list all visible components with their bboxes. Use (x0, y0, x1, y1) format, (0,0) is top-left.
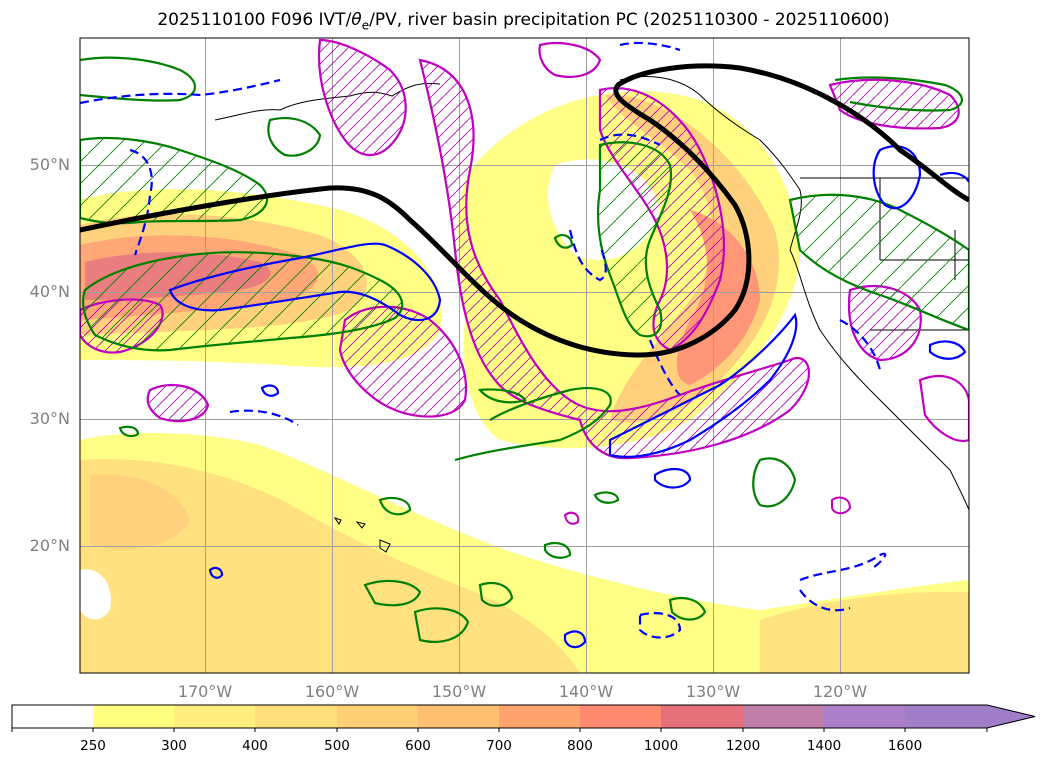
pv-region-northwest (318, 38, 407, 156)
blue-solid-west (168, 242, 442, 322)
pv-region-trough (418, 58, 810, 460)
blue-dashed-top (619, 41, 681, 52)
lon-label: 130°W (685, 682, 741, 701)
colorbar-bin (661, 705, 743, 728)
blue-dashed-subtrop (229, 409, 299, 426)
thetae-sw-3 (478, 581, 514, 607)
black-trough-line (80, 63, 969, 358)
blue-dashed-e-2 (799, 589, 851, 612)
lat-label: 40°N (29, 282, 70, 301)
ivt-band-east (760, 591, 969, 673)
colorbar-label: 400 (242, 738, 268, 754)
colorbar-label: 1000 (643, 738, 679, 754)
lat-label: 20°N (29, 536, 70, 555)
thetae-north-2 (267, 117, 322, 157)
blue-solid-small-1 (653, 467, 692, 489)
theta-e-contours (80, 56, 969, 643)
pv-region-east-2 (918, 375, 969, 443)
colorbar-bin (174, 705, 255, 728)
lon-label: 170°W (177, 682, 233, 701)
blue-solid-small-3 (260, 384, 280, 397)
map-plot-area (80, 38, 969, 673)
hawaii-islands (333, 517, 391, 553)
thetae-west (81, 251, 404, 352)
colorbar (11, 704, 1036, 732)
thetae-east-2 (788, 193, 969, 332)
thetae-sw-1 (363, 579, 422, 607)
colorbar-label: 1200 (725, 738, 761, 754)
colorbar-bin (12, 705, 93, 728)
thetae-east-1 (596, 141, 673, 338)
colorbar-label: 500 (324, 738, 350, 754)
colorbar-label: 800 (567, 738, 593, 754)
thetae-small-7 (477, 388, 527, 404)
blue-solid-small-4 (208, 566, 224, 579)
lon-label: 150°W (431, 682, 487, 701)
blue-dashed-ridge (599, 133, 661, 146)
thetae-central (454, 387, 612, 462)
colorbar-bin (337, 705, 418, 728)
lat-label: 30°N (29, 409, 70, 428)
lon-label: 120°W (812, 682, 868, 701)
thetae-north-1 (80, 56, 197, 102)
lat-label: 50°N (29, 155, 70, 174)
blue-dashed-nw-2 (129, 148, 153, 256)
thetae-east-4 (752, 457, 797, 508)
blue-contours (80, 41, 969, 649)
blue-solid-east-3 (939, 171, 969, 183)
colorbar-label: 300 (161, 738, 187, 754)
colorbar-bin (824, 705, 905, 728)
colorbar-bin (499, 705, 580, 728)
colorbar-bin (255, 705, 337, 728)
ivt-white-hole (80, 569, 111, 620)
colorbar-bin (580, 705, 661, 728)
us-west-coast (789, 249, 969, 511)
thetae-small-4 (378, 496, 412, 516)
colorbar-label: 1400 (806, 738, 842, 754)
thetae-small-2 (543, 541, 572, 559)
thetae-small-5 (668, 596, 707, 621)
blue-solid-small-5 (928, 340, 967, 360)
blue-solid-small-2 (563, 630, 587, 649)
blue-dashed-south (638, 612, 682, 639)
blue-dashed-nw-1 (80, 78, 281, 105)
colorbar-extend-arrow (905, 705, 1035, 728)
colorbar-label: 1600 (887, 738, 923, 754)
thetae-small-6 (553, 234, 574, 249)
pv-region-top-mid (538, 42, 602, 78)
ivt-band-tropical-core (90, 474, 190, 549)
colorbar-label: 600 (405, 738, 431, 754)
colorbar-bin (418, 705, 499, 728)
colorbar-outline (11, 704, 1036, 729)
blue-dashed-central (568, 229, 607, 282)
pv-small-1 (831, 496, 852, 515)
thetae-sw-2 (413, 607, 470, 643)
blue-dashed-trough (648, 339, 681, 396)
lon-label: 160°W (304, 682, 360, 701)
blue-solid-east (608, 312, 798, 458)
thetae-small-3 (593, 491, 620, 504)
colorbar-bin (743, 705, 824, 728)
pv-region-small (146, 383, 210, 423)
colorbar-label: 250 (80, 738, 106, 754)
colorbar-label: 700 (486, 738, 512, 754)
thetae-small-1 (118, 425, 140, 438)
colorbar-bin (93, 705, 174, 728)
map-frame (79, 37, 970, 674)
thetae-east-3 (834, 76, 963, 112)
pv-small-2 (563, 511, 580, 525)
pv-region-west (338, 305, 468, 418)
blue-dashed-east (839, 319, 882, 371)
lon-label: 140°W (558, 682, 614, 701)
blue-solid-east-2 (872, 145, 922, 210)
colorbar-ticks (11, 728, 988, 732)
blue-dashed-e-1 (799, 552, 887, 582)
map-title: 2025110100 F096 IVT/θe/PV, river basin p… (157, 10, 890, 33)
